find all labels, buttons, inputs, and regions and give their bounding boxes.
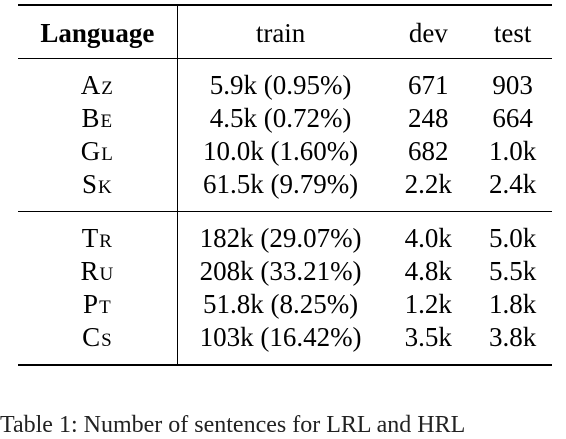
cell-dev: 671 <box>408 70 449 100</box>
cell-language: Be <box>18 102 178 135</box>
table-row: Ru 208k (33.21%) 4.8k 5.5k <box>18 255 552 288</box>
cell-train: 61.5k (9.79%) <box>202 169 359 199</box>
cell-language: Sk <box>18 168 178 212</box>
sentence-count-table: Language train dev test Az 5.9k (0.95%) … <box>18 4 552 366</box>
cell-dev: 2.2k <box>404 169 452 199</box>
cell-language: Pt <box>18 288 178 321</box>
cell-test: 1.8k <box>488 289 537 319</box>
cell-train: 5.9k (0.95%) <box>209 70 352 100</box>
cell-test: 903 <box>492 70 533 100</box>
cell-dev: 248 <box>408 103 449 133</box>
data-table-container: Language train dev test Az 5.9k (0.95%) … <box>18 4 552 366</box>
header-dev: dev <box>408 18 448 48</box>
cell-dev: 3.5k <box>404 322 452 352</box>
cell-language: Ru <box>18 255 178 288</box>
table-row: Az 5.9k (0.95%) 671 903 <box>18 58 552 102</box>
cell-test: 664 <box>492 103 533 133</box>
header-train: train <box>255 18 306 48</box>
table-row: Be 4.5k (0.72%) 248 664 <box>18 102 552 135</box>
cell-language: Az <box>18 58 178 102</box>
cell-test: 1.0k <box>488 136 537 166</box>
cell-test: 2.4k <box>488 169 537 199</box>
cell-test: 5.0k <box>488 223 537 253</box>
cell-train: 182k (29.07%) <box>199 223 362 253</box>
cell-train: 4.5k (0.72%) <box>209 103 352 133</box>
header-test: test <box>493 18 532 48</box>
cell-language: Tr <box>18 211 178 255</box>
cell-train: 208k (33.21%) <box>199 256 362 286</box>
cell-dev: 682 <box>408 136 449 166</box>
table-row: Tr 182k (29.07%) 4.0k 5.0k <box>18 211 552 255</box>
header-language: Language <box>18 5 178 59</box>
cell-train: 103k (16.42%) <box>199 322 362 352</box>
table-row: Gl 10.0k (1.60%) 682 1.0k <box>18 135 552 168</box>
cell-train: 10.0k (1.60%) <box>202 136 359 166</box>
cell-language: Cs <box>18 321 178 365</box>
table-header-row: Language train dev test <box>18 5 552 59</box>
cell-test: 3.8k <box>488 322 537 352</box>
cell-dev: 4.8k <box>404 256 452 286</box>
cell-dev: 4.0k <box>404 223 452 253</box>
cell-test: 5.5k <box>488 256 537 286</box>
cell-language: Gl <box>18 135 178 168</box>
table-row: Pt 51.8k (8.25%) 1.2k 1.8k <box>18 288 552 321</box>
table-row: Cs 103k (16.42%) 3.5k 3.8k <box>18 321 552 365</box>
cell-dev: 1.2k <box>404 289 452 319</box>
cell-train: 51.8k (8.25%) <box>202 289 359 319</box>
table-row: Sk 61.5k (9.79%) 2.2k 2.4k <box>18 168 552 212</box>
